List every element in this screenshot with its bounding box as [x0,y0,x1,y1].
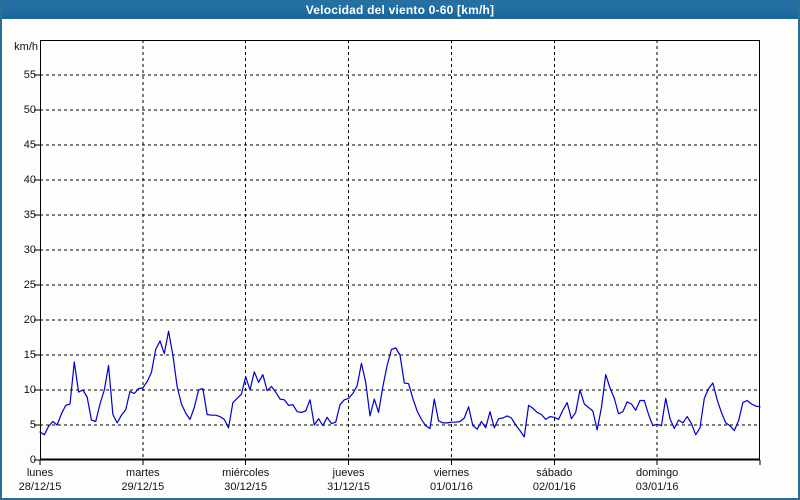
y-tick-label: 15 [23,349,36,361]
y-tick-label: 45 [23,139,36,151]
y-tick-label: 5 [29,419,36,431]
x-axis-date-label: 02/01/16 [532,481,576,493]
x-axis-day-label: lunes [26,467,54,479]
wind-speed-series-line [39,330,761,438]
x-axis-day-label: sábado [536,467,573,479]
chart-title: Velocidad del viento 0-60 [km/h] [305,2,495,17]
x-axis-date-label: 28/12/15 [18,481,62,493]
y-tick-label: 55 [23,69,36,81]
x-axis-date-label: 29/12/15 [121,481,165,493]
y-tick-label: 25 [23,279,36,291]
y-tick-label: 50 [23,104,36,116]
chart-title-bar: Velocidad del viento 0-60 [km/h] [0,0,800,19]
x-axis-day-label: jueves [332,467,365,479]
y-tick-label: 35 [23,209,36,221]
y-tick-label: 0 [29,454,36,466]
wind-speed-line-chart [34,40,761,465]
y-tick-label: 40 [23,174,36,186]
y-tick-label: 30 [23,244,36,256]
x-axis-date-label: 31/12/15 [327,481,370,493]
x-axis-date-label: 01/01/16 [430,481,473,493]
y-tick-label: 10 [23,384,36,396]
x-axis-day-label: martes [126,467,160,479]
y-axis-unit-label: km/h [14,41,38,53]
x-axis-date-label: 30/12/15 [224,481,268,493]
x-axis-date-label: 03/01/16 [635,481,679,493]
x-axis-day-label: domingo [636,467,679,479]
y-tick-label: 20 [23,314,36,326]
x-axis-day-label: miércoles [222,467,270,479]
x-axis-day-label: viernes [433,467,470,479]
